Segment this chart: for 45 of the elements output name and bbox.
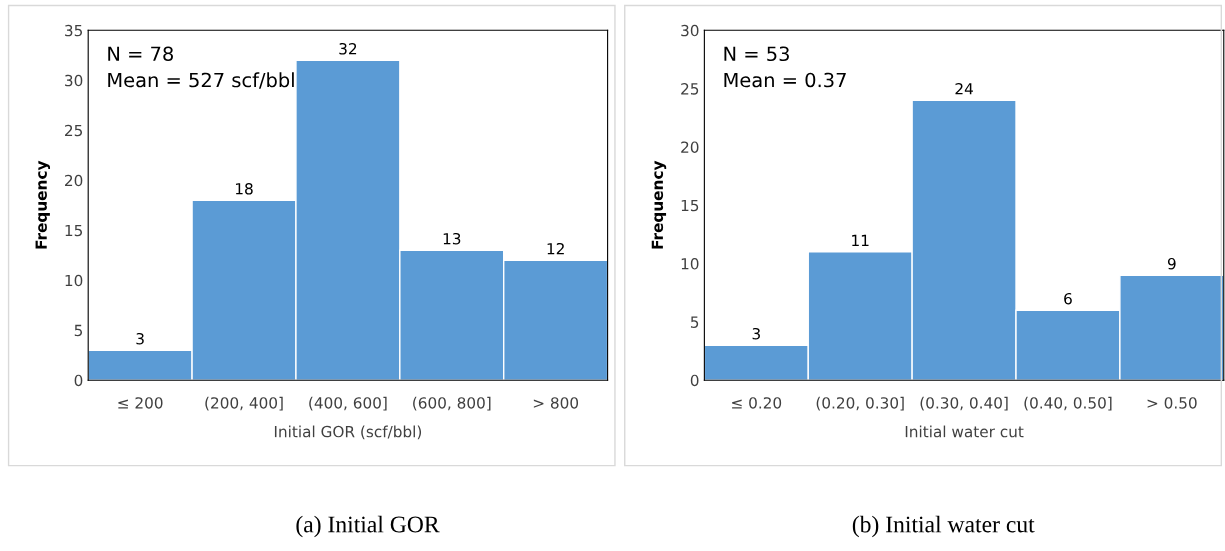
x-tick-label: > 0.50 [1147,397,1197,409]
x-tick-label: (0.40, 0.50] [1024,396,1112,411]
annotation: N = 78 [108,46,173,62]
y-tick-label: 10 [65,274,83,287]
x-tick-label: (400, 600] [309,396,387,411]
x-axis-title: Initial water cut [905,425,1024,438]
y-tick-label: 25 [681,83,699,95]
y-tick-label: 35 [65,24,82,37]
y-tick-label: 20 [681,141,699,153]
data-label: 24 [955,82,973,95]
y-tick-label: 15 [65,224,82,237]
y-tick-label: 15 [681,199,699,212]
x-tick-label: > 800 [533,397,579,409]
y-axis-title: Frequency [35,160,51,249]
data-label: 18 [235,182,253,195]
y-tick-label: 25 [65,124,82,137]
x-tick-label: ≤ 200 [118,397,163,409]
x-tick-label: (0.30, 0.40] [920,396,1008,411]
x-axis-title: Initial GOR (scf/bbl) [274,425,422,440]
x-tick-label: (0.20, 0.30] [816,396,904,411]
x-tick-label: (200, 400] [205,396,283,411]
y-tick-label: 30 [65,74,83,87]
data-label: 3 [136,332,144,345]
y-tick-label: 5 [690,316,699,328]
data-label: 13 [443,232,461,245]
data-label: 32 [339,43,357,55]
x-tick-label: ≤ 0.20 [732,397,782,409]
data-label: 11 [852,234,869,246]
text: (a) Initial GOR [296,515,440,538]
annotation: Mean = 527 scf/bbl [108,72,294,89]
data-label: 9 [1167,257,1176,270]
annotation: Mean = 0.37 [724,72,846,88]
y-axis-title: Frequency [651,160,667,249]
x-tick-label: (600, 800] [413,396,491,411]
y-tick-label: 5 [74,324,82,337]
data-label: 12 [547,242,564,255]
data-label: 3 [752,327,760,340]
y-tick-label: 0 [690,374,699,387]
data-label: 6 [1064,292,1072,305]
annotation: N = 53 [724,46,789,62]
y-tick-label: 10 [681,258,699,270]
text: (b) Initial water cut [852,515,1035,538]
y-tick-label: 30 [681,24,699,37]
y-tick-label: 0 [74,374,83,387]
y-tick-label: 20 [65,174,83,187]
